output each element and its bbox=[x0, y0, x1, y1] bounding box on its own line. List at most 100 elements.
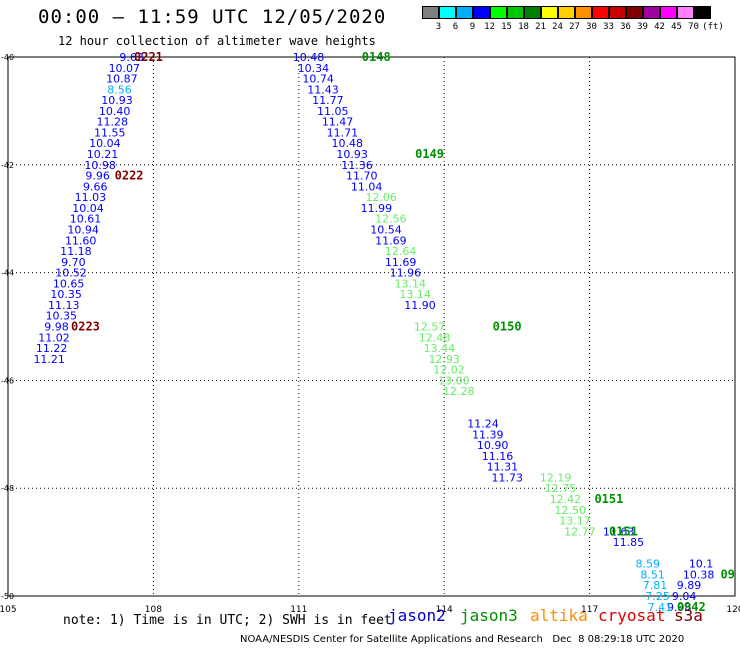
swh-value-jason2: 11.69 bbox=[375, 234, 407, 247]
swh-value-jason3: 12.93 bbox=[428, 353, 460, 366]
swh-value-jason2: 10.48 bbox=[332, 137, 364, 150]
swh-value-jason3: 12.64 bbox=[385, 245, 417, 258]
swh-value-jason2: 10.90 bbox=[477, 439, 509, 452]
swh-value-jason2: 11.90 bbox=[404, 299, 436, 312]
colorbar-label: 12 bbox=[484, 22, 495, 32]
swh-value-jason3: 12.28 bbox=[443, 385, 475, 398]
swh-value-s3a: 11.02 bbox=[38, 331, 70, 344]
swh-value-jason2: 10.34 bbox=[298, 62, 330, 75]
swh-value-jason3: 12.19 bbox=[540, 471, 572, 484]
swh-value-s3a: 11.60 bbox=[65, 234, 97, 247]
swh-value-jason2: 10.54 bbox=[370, 223, 402, 236]
colorbar-swatch bbox=[609, 6, 626, 19]
swh-value-jason3: 12.02 bbox=[433, 364, 465, 377]
pass-time-label: 09 bbox=[720, 567, 734, 581]
colorbar-swatch bbox=[507, 6, 524, 19]
plot-frame bbox=[7, 56, 736, 597]
swh-value-jason2: 11.70 bbox=[346, 170, 378, 183]
colorbar-swatch bbox=[592, 6, 609, 19]
y-tick-label: -48 bbox=[1, 484, 14, 493]
swh-value-jason2: 11.04 bbox=[351, 180, 383, 193]
swh-value-jason2: 11.71 bbox=[327, 126, 359, 139]
swh-value-s3a: 10.21 bbox=[87, 148, 119, 161]
colorbar-swatch bbox=[422, 6, 439, 19]
swh-value-jason2: 10.38 bbox=[683, 568, 715, 581]
colorbar-label: 42 bbox=[654, 22, 665, 32]
swh-value-jason3: 12.57 bbox=[414, 321, 446, 334]
colorbar-label: 18 bbox=[518, 22, 529, 32]
swh-value-jason3: 12.56 bbox=[375, 213, 407, 226]
swh-value-jason2: 11.85 bbox=[613, 536, 645, 549]
swh-value-jason2: 11.47 bbox=[322, 116, 354, 129]
colorbar-label: 70 bbox=[688, 22, 699, 32]
swh-value-altika: 8.59 bbox=[636, 558, 661, 571]
swh-value-s3a: 11.55 bbox=[94, 126, 126, 139]
colorbar-label: 39 bbox=[637, 22, 648, 32]
swh-value-jason2: 9.04 bbox=[672, 590, 697, 603]
colorbar-label: 9 bbox=[469, 22, 476, 32]
swh-value-s3a: 11.18 bbox=[60, 245, 92, 258]
swh-value-jason2: 11.05 bbox=[317, 105, 349, 118]
colorbar-swatch bbox=[490, 6, 507, 19]
swh-value-jason2: 11.77 bbox=[312, 94, 344, 107]
swh-value-s3a: 10.35 bbox=[50, 288, 82, 301]
swh-value-jason3: 12.75 bbox=[545, 482, 577, 495]
legend-jason2: jason2 bbox=[388, 606, 446, 625]
colorbar-swatch bbox=[524, 6, 541, 19]
colorbar-swatch bbox=[643, 6, 660, 19]
pass-time-label: 0151 bbox=[609, 524, 638, 538]
colorbar-swatch bbox=[473, 6, 490, 19]
swh-value-s3a: 9.66 bbox=[83, 180, 108, 193]
pass-time-label: 0221 bbox=[134, 50, 163, 64]
swh-value-jason3: 12.06 bbox=[365, 191, 397, 204]
swh-value-jason2: 10.48 bbox=[293, 51, 325, 64]
swh-value-s3a: 11.03 bbox=[75, 191, 107, 204]
legend-altika: altika bbox=[530, 606, 588, 625]
swh-value-jason2: 10.74 bbox=[302, 73, 334, 86]
swh-value-jason2: 11.96 bbox=[390, 267, 422, 280]
swh-value-jason2: 11.16 bbox=[482, 450, 514, 463]
swh-value-jason2: 10.1 bbox=[689, 558, 714, 571]
pass-time-label: 0149 bbox=[415, 147, 444, 161]
swh-value-s3a: 10.65 bbox=[53, 277, 85, 290]
swh-value-s3a: 10.87 bbox=[106, 73, 138, 86]
pass-time-label: 0223 bbox=[71, 320, 100, 334]
colorbar-swatch bbox=[558, 6, 575, 19]
colorbar-swatch bbox=[575, 6, 592, 19]
swh-value-jason3: 13.14 bbox=[395, 277, 427, 290]
swh-value-jason2: 11.63 bbox=[603, 525, 635, 538]
colorbar-label: 33 bbox=[603, 22, 614, 32]
pass-time-label: 0942 bbox=[677, 600, 706, 614]
swh-value-s3a: 9.96 bbox=[85, 170, 110, 183]
swh-value-s3a: 10.93 bbox=[101, 94, 133, 107]
swh-value-jason2: 11.43 bbox=[307, 83, 339, 96]
x-tick-label: 117 bbox=[581, 605, 598, 615]
swh-value-s3a: 9.98 bbox=[44, 321, 69, 334]
swh-value-s3a: 11.28 bbox=[96, 116, 128, 129]
swh-value-s3a: 10.40 bbox=[99, 105, 131, 118]
swh-value-jason2: 11.73 bbox=[491, 471, 523, 484]
swh-value-s3a: 8.56 bbox=[107, 83, 132, 96]
chart-subtitle: 12 hour collection of altimeter wave hei… bbox=[58, 34, 376, 48]
colorbar-swatch bbox=[626, 6, 643, 19]
swh-value-jason2: 9.89 bbox=[677, 579, 702, 592]
colorbar-swatch bbox=[541, 6, 558, 19]
swh-value-jason3: 12.42 bbox=[550, 493, 582, 506]
swh-value-jason3: 12.48 bbox=[419, 331, 451, 344]
swh-value-jason3: 12.50 bbox=[554, 504, 586, 517]
x-tick-label: 111 bbox=[290, 605, 307, 615]
pass-time-label: 0151 bbox=[594, 492, 623, 506]
swh-value-altika: 8.51 bbox=[640, 568, 665, 581]
colorbar-label: 45 bbox=[671, 22, 682, 32]
pass-time-label: 0148 bbox=[362, 50, 391, 64]
legend-cryosat: cryosat bbox=[598, 606, 666, 625]
colorbar-label: 27 bbox=[569, 22, 580, 32]
y-tick-label: -44 bbox=[1, 269, 14, 278]
pass-time-label: 0222 bbox=[115, 169, 144, 183]
y-tick-label: -46 bbox=[1, 376, 14, 385]
swh-value-jason2: 11.24 bbox=[467, 418, 499, 431]
swh-value-s3a: 10.04 bbox=[72, 202, 104, 215]
colorbar-label: 24 bbox=[552, 22, 563, 32]
swh-value-s3a: 10.98 bbox=[84, 159, 116, 172]
note-text: note: 1) Time is in UTC; 2) SWH is in fe… bbox=[63, 613, 392, 628]
